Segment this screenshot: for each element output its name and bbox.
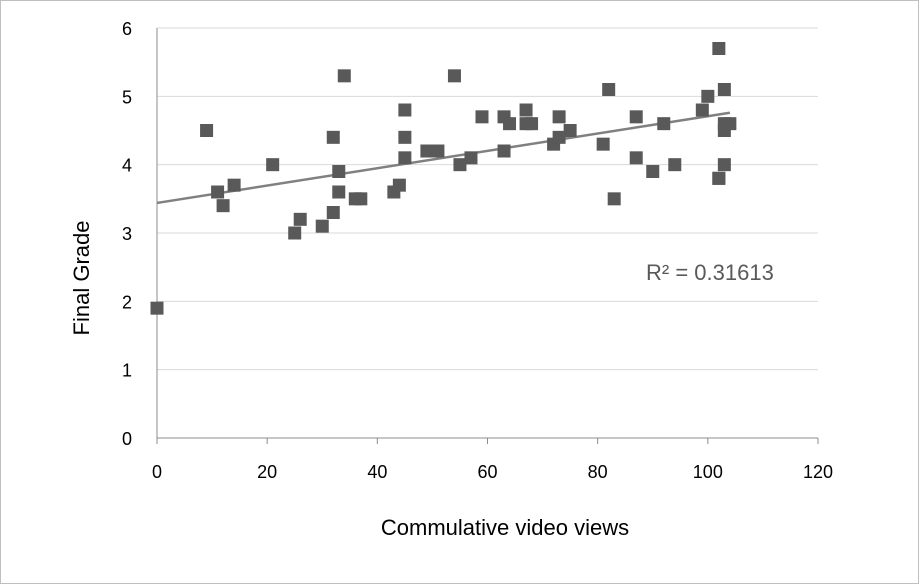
gridlines	[157, 27, 818, 371]
data-point	[596, 137, 610, 151]
data-point	[657, 117, 671, 131]
y-tick-label: 3	[122, 224, 132, 244]
data-point	[723, 117, 737, 131]
data-point	[288, 226, 302, 240]
data-point	[712, 171, 726, 185]
y-tick-label: 1	[122, 361, 132, 381]
data-point	[629, 110, 643, 124]
x-tick-label: 60	[477, 462, 497, 482]
data-point	[266, 158, 280, 172]
y-tick-labels: 0 1 2 3 4 5 6	[122, 19, 132, 449]
x-tick-label: 40	[367, 462, 387, 482]
x-tick-label: 20	[257, 462, 277, 482]
data-point	[453, 158, 467, 172]
x-tick-label: 120	[803, 462, 833, 482]
data-point	[315, 219, 329, 233]
y-axis-title: Final Grade	[69, 221, 94, 336]
data-point	[475, 110, 489, 124]
y-tick-label: 0	[122, 429, 132, 449]
data-point	[712, 42, 726, 55]
data-point	[717, 83, 731, 96]
data-point	[326, 206, 340, 219]
y-tick-label: 2	[122, 292, 132, 312]
x-tick-label: 80	[588, 462, 608, 482]
data-point	[431, 144, 445, 158]
y-tick-label: 4	[122, 156, 132, 176]
axes	[156, 28, 819, 444]
data-point	[150, 301, 164, 315]
data-point	[701, 89, 715, 103]
data-point	[398, 130, 412, 144]
r-squared-annotation: R² = 0.31613	[646, 260, 774, 285]
data-point	[563, 124, 577, 137]
data-point	[525, 117, 539, 131]
x-tick-label: 100	[693, 462, 723, 482]
data-point	[497, 144, 511, 158]
data-point	[398, 103, 412, 117]
data-point	[607, 192, 621, 206]
data-point	[420, 144, 434, 158]
data-point	[668, 158, 682, 172]
data-point	[602, 83, 616, 96]
data-point	[211, 185, 225, 199]
data-point	[646, 165, 660, 178]
data-point	[447, 69, 461, 83]
data-point	[332, 165, 346, 178]
data-point	[695, 103, 709, 117]
data-point	[293, 212, 307, 226]
x-tick-label: 0	[152, 462, 162, 482]
data-point	[464, 151, 478, 165]
y-tick-label: 6	[122, 19, 132, 39]
x-tick-labels: 0 20 40 60 80 100 120	[152, 462, 833, 482]
data-point	[326, 130, 340, 144]
data-point	[200, 124, 214, 137]
data-point	[354, 192, 368, 206]
data-point	[392, 178, 406, 192]
y-tick-label: 5	[122, 87, 132, 107]
trendline	[156, 111, 731, 205]
data-point	[519, 103, 533, 117]
data-point	[552, 110, 566, 124]
data-point	[227, 178, 241, 192]
data-point	[629, 151, 643, 165]
x-axis-title: Commulative video views	[381, 515, 629, 540]
data-point	[552, 130, 566, 144]
data-points	[150, 42, 737, 315]
data-point	[337, 69, 351, 83]
trendline-group	[156, 111, 731, 205]
data-point	[332, 185, 346, 199]
data-point	[717, 158, 731, 172]
data-point	[503, 117, 517, 131]
data-point	[216, 199, 230, 213]
data-point	[398, 151, 412, 165]
